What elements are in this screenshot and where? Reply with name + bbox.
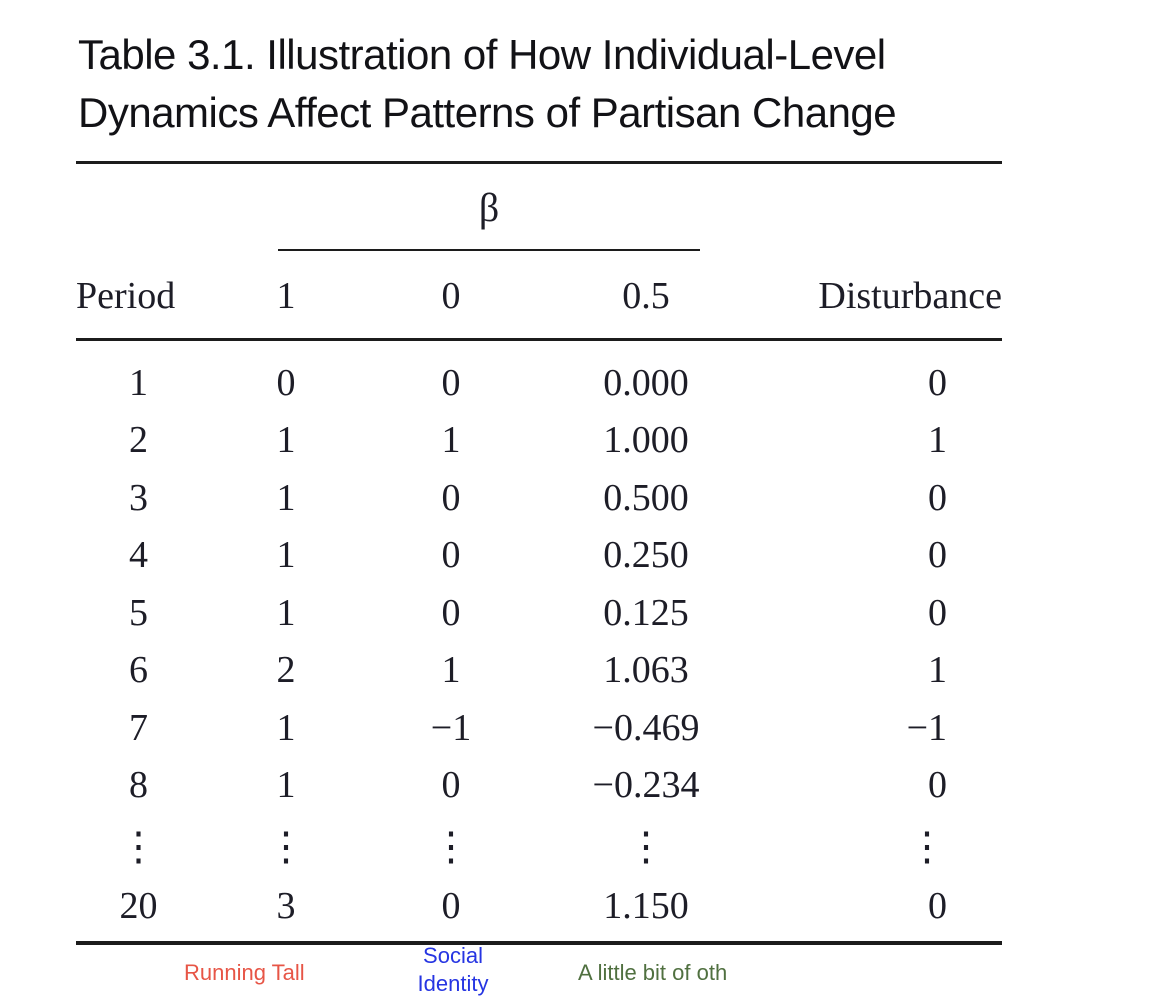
table-title: Table 3.1. Illustration of How Individua… [78, 26, 998, 142]
table-body: 1 0 0 0.000 0 2 1 1 1.000 1 3 1 0 0.500 … [76, 342, 1002, 934]
cell-beta-0-5: −0.234 [592, 764, 700, 807]
ellipsis-beta-0: ⋮ [431, 823, 471, 869]
cell-period: 20 [119, 885, 158, 927]
table-row: 6 2 1 1.063 1 [76, 642, 1002, 700]
table-row-ellipsis: ⋮ ⋮ ⋮ ⋮ ⋮ [76, 814, 1002, 878]
cell-period: 7 [129, 706, 148, 749]
table-row: 20 3 0 1.150 0 [76, 878, 1002, 934]
cell-beta-0: 0 [441, 534, 461, 577]
cell-beta-0-5: 0.125 [603, 591, 689, 634]
cell-beta-0: 0 [441, 591, 461, 634]
cell-disturbance: 1 [928, 419, 947, 462]
cell-disturbance: 0 [928, 764, 947, 807]
cell-period: 1 [129, 361, 148, 404]
ellipsis-disturbance: ⋮ [907, 823, 947, 869]
top-rule [76, 161, 1002, 164]
ellipsis-beta-0-5: ⋮ [626, 823, 666, 869]
cell-beta-1: 1 [276, 476, 296, 519]
cell-period: 6 [129, 649, 148, 692]
cell-beta-0: 0 [441, 885, 461, 927]
cell-beta-1: 3 [276, 885, 296, 927]
cell-period: 5 [129, 591, 148, 634]
cell-period: 8 [129, 764, 148, 807]
cell-period: 2 [129, 419, 148, 462]
table-header-row: Period 1 0 0.5 Disturbance [76, 266, 1002, 326]
book-page: Table 3.1. Illustration of How Individua… [76, 0, 1002, 999]
table-title-line1: Table 3.1. Illustration of How Individua… [78, 31, 886, 78]
cell-beta-0-5: 1.150 [603, 885, 689, 927]
table-row: 7 1 −1 −0.469 −1 [76, 699, 1002, 757]
table-row: 5 1 0 0.125 0 [76, 584, 1002, 642]
cell-beta-1: 2 [276, 649, 296, 692]
beta-spanner-rule [278, 249, 700, 251]
label-social-identity[interactable]: Social Identity [417, 943, 489, 996]
col-header-period: Period [76, 275, 176, 317]
table-title-line2: Dynamics Affect Patterns of Partisan Cha… [78, 89, 897, 136]
cell-beta-1: 1 [276, 764, 296, 807]
col-header-beta-0: 0 [441, 275, 461, 317]
cell-beta-1: 0 [276, 361, 296, 404]
cell-disturbance: 0 [928, 885, 947, 927]
cell-beta-0: −1 [430, 706, 472, 749]
cell-beta-0: 0 [441, 361, 461, 404]
table-row: 8 1 0 −0.234 0 [76, 757, 1002, 815]
cell-beta-0: 1 [441, 649, 461, 692]
cell-disturbance: 1 [928, 649, 947, 692]
cell-beta-0-5: 0.250 [603, 534, 689, 577]
table-row: 4 1 0 0.250 0 [76, 527, 1002, 585]
cell-beta-0-5: −0.469 [592, 706, 700, 749]
cell-beta-0-5: 0.500 [603, 476, 689, 519]
ellipsis-period: ⋮ [118, 823, 159, 869]
label-running-tall[interactable]: Running Tall [184, 960, 305, 985]
cell-period: 3 [129, 476, 148, 519]
cell-beta-1: 1 [276, 591, 296, 634]
header-rule [76, 338, 1002, 341]
cell-beta-0-5: 1.063 [603, 649, 689, 692]
cell-beta-0: 0 [441, 476, 461, 519]
table-row: 1 0 0 0.000 0 [76, 354, 1002, 412]
table-row: 2 1 1 1.000 1 [76, 412, 1002, 470]
col-header-beta-0-5: 0.5 [622, 275, 670, 317]
bottom-rule [76, 941, 1002, 945]
label-a-little-bit-of-oth[interactable]: A little bit of oth [578, 960, 728, 985]
cell-beta-1: 1 [276, 534, 296, 577]
beta-spanner-label: β [478, 185, 500, 230]
cell-beta-1: 1 [276, 706, 296, 749]
cell-beta-0-5: 1.000 [603, 419, 689, 462]
cell-disturbance: 0 [928, 476, 947, 519]
cell-beta-1: 1 [276, 419, 296, 462]
cell-disturbance: 0 [928, 591, 947, 634]
ellipsis-beta-1: ⋮ [266, 823, 306, 869]
cell-beta-0-5: 0.000 [603, 361, 689, 404]
cell-disturbance: 0 [928, 534, 947, 577]
cell-beta-0: 1 [441, 419, 461, 462]
cell-period: 4 [129, 534, 148, 577]
cell-disturbance: −1 [906, 706, 947, 749]
col-header-disturbance: Disturbance [818, 275, 1002, 317]
cell-beta-0: 0 [441, 764, 461, 807]
col-header-beta-1: 1 [276, 275, 296, 317]
table-row: 3 1 0 0.500 0 [76, 469, 1002, 527]
cell-disturbance: 0 [928, 361, 947, 404]
